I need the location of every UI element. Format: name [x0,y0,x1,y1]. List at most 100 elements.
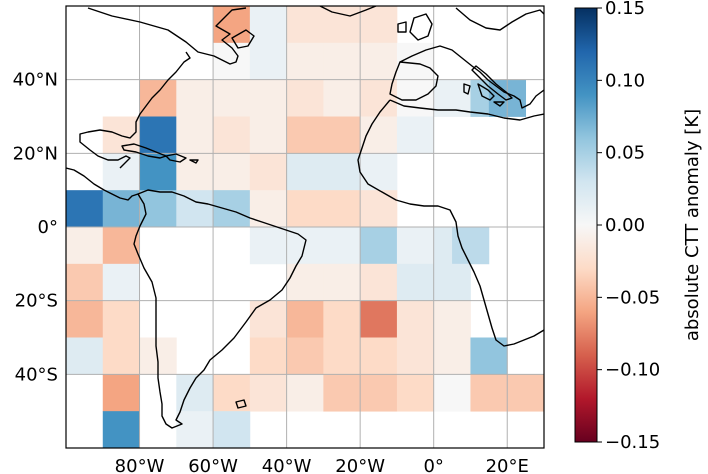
anomaly-cell [249,337,288,375]
anomaly-cell [249,79,288,117]
colorbar [574,7,598,443]
anomaly-cell [396,116,435,154]
anomaly-cell [286,6,324,44]
anomaly-cell [213,190,251,228]
anomaly-cell [249,116,288,154]
y-tick-label: 20°N [13,143,58,164]
colorbar-tick-label: 0.10 [605,70,645,91]
colorbar-tick-label: 0.05 [605,143,645,164]
anomaly-cell [396,374,435,412]
anomaly-cell [433,337,471,375]
anomaly-cell [139,190,177,228]
x-tick-label: 20°W [335,456,385,474]
anomaly-cell [102,411,140,448]
british-isles-coast [397,13,433,41]
anomaly-cell [249,153,288,191]
anomaly-cell [102,300,140,338]
anomaly-cell [66,263,104,302]
anomaly-cell [323,190,361,228]
anomaly-cell [286,300,324,338]
anomaly-cell [249,227,288,265]
x-tick-label: 40°W [262,456,312,474]
anomaly-cell [360,227,398,265]
x-tick-label: 20°E [486,456,529,474]
y-axis-ticks: 40°N 20°N 0° 20°S 40°S [13,70,58,386]
anomaly-cell [66,300,104,338]
anomaly-cell [323,6,361,44]
anomaly-cell [323,116,361,154]
newfoundland-coast [231,29,255,49]
anomaly-cell [213,42,251,81]
x-tick-label: 80°W [115,456,165,474]
anomaly-cell [360,190,398,228]
colorbar-tick-label: −0.10 [605,360,660,381]
anomaly-cell [102,190,140,228]
anomaly-cell [286,42,324,81]
anomaly-cell [360,42,398,81]
europe-coast [399,7,544,109]
colorbar-tick-label: −0.15 [605,432,660,453]
anomaly-cell [360,6,398,44]
anomaly-cell [213,411,251,448]
anomaly-cell [323,42,361,81]
anomaly-cell [176,190,214,228]
y-tick-label: 20°S [15,291,58,312]
anomaly-cell [323,300,361,338]
anomaly-cell [286,153,324,191]
coastlines [66,6,544,429]
anomaly-cell [470,337,508,375]
anomaly-cell [286,190,324,228]
anomaly-cell [396,337,435,375]
anomaly-cell [323,263,361,302]
anomaly-cell [433,263,471,302]
colorbar-title: absolute CTT anomaly [K] [682,109,703,341]
anomaly-cell [249,42,288,81]
anomaly-cell [249,190,288,228]
graticule [66,6,544,448]
anomaly-cell [360,337,398,375]
greenland-coast [319,6,377,17]
anomaly-cell [286,337,324,375]
anomaly-cell [213,116,251,154]
colorbar-ticks: 0.15 0.10 0.05 0.00 −0.05 −0.10 −0.15 [597,0,660,453]
anomaly-cells [66,6,544,448]
anomaly-cell [323,227,361,265]
anomaly-cell [360,153,398,191]
anomaly-cell [323,374,361,412]
north-america-coast [66,7,247,201]
anomaly-cell [286,374,324,412]
anomaly-cell [213,153,251,191]
italy-coast [463,65,513,107]
x-tick-label: 60°W [188,456,238,474]
y-tick-label: 0° [38,217,58,238]
anomaly-cell [433,300,471,338]
anomaly-cell [286,79,324,117]
anomaly-cell [360,374,398,412]
africa-coast [357,99,544,347]
anomaly-cell [396,79,435,117]
anomaly-cell [249,300,288,338]
anomaly-cell [102,263,140,302]
anomaly-cell [213,374,251,412]
anomaly-cell [66,227,104,265]
anomaly-cell [176,116,214,154]
anomaly-cell [323,153,361,191]
anomaly-cell [323,79,361,117]
anomaly-cell [213,79,251,117]
colorbar-tick-label: −0.05 [605,287,660,308]
anomaly-cell [286,263,324,302]
anomaly-cell [396,227,435,265]
anomaly-cell [360,300,398,338]
map-frame [65,5,545,449]
south-america-coast [133,189,307,429]
anomaly-cell [66,337,104,375]
y-tick-label: 40°N [13,70,58,91]
anomaly-cell [213,6,251,44]
anomaly-cell [102,374,140,412]
anomaly-cell [176,411,214,448]
x-axis-ticks: 80°W 60°W 40°W 20°W 0° 20°E [115,456,529,474]
anomaly-cell [102,227,140,265]
anomaly-cell [102,337,140,375]
colorbar-tick-label: 0.15 [605,0,645,19]
